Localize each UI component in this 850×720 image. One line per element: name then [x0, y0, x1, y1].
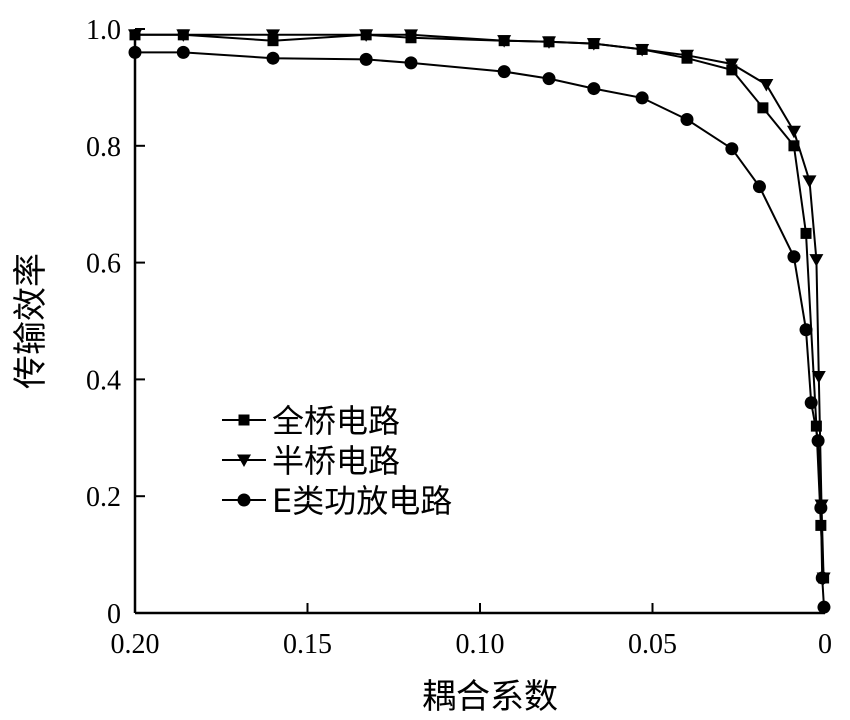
- data-point: [800, 227, 812, 239]
- data-point: [787, 250, 801, 264]
- y-tick-label: 0.2: [86, 482, 121, 513]
- legend-marker: [237, 493, 251, 507]
- data-point: [817, 600, 831, 614]
- x-tick-label: 0.20: [111, 629, 160, 660]
- data-point: [752, 180, 766, 194]
- data-point: [266, 29, 280, 42]
- y-ticks: 0 0.2 0.4 0.6 0.8 1.0: [86, 15, 145, 630]
- y-tick-label: 0.8: [86, 132, 121, 163]
- data-point: [128, 29, 142, 42]
- data-point: [586, 38, 601, 51]
- axes: [133, 29, 825, 615]
- data-point: [497, 65, 511, 79]
- data-point: [635, 91, 649, 105]
- series-2: [128, 29, 831, 585]
- x-tick-label: 0.15: [283, 629, 332, 660]
- data-point: [680, 49, 694, 63]
- data-point: [799, 323, 813, 337]
- data-point: [497, 35, 512, 48]
- data-point: [757, 102, 769, 114]
- data-point: [635, 43, 650, 57]
- series-line: [135, 33, 825, 579]
- x-tick-label: 0.10: [456, 629, 505, 660]
- data-point: [811, 370, 826, 384]
- x-tick-label: 0.05: [628, 629, 677, 660]
- data-point: [809, 254, 824, 267]
- data-point: [542, 36, 556, 49]
- data-point: [680, 113, 694, 127]
- data-point: [759, 78, 774, 92]
- data-point: [587, 82, 601, 96]
- data-point: [176, 29, 191, 42]
- y-tick-label: 0.6: [86, 249, 121, 280]
- data-point: [359, 29, 374, 42]
- y-axis-title: 传输效率: [11, 253, 51, 389]
- legend-item: 半桥电路: [222, 442, 400, 480]
- series-layer: [128, 29, 831, 614]
- data-point: [266, 51, 280, 65]
- x-ticks: 0.20 0.15 0.10 0.05 0: [111, 603, 832, 660]
- legend-marker: [237, 454, 251, 467]
- data-point: [725, 142, 739, 156]
- data-point: [788, 140, 800, 152]
- series-line: [135, 51, 825, 608]
- data-point: [404, 29, 418, 42]
- x-tick-label: 0: [818, 629, 832, 660]
- legend-label: 半桥电路: [272, 442, 400, 480]
- x-axis-title: 耦合系数: [422, 677, 558, 717]
- data-point: [176, 45, 190, 59]
- legend-label: E类功放电路: [272, 482, 452, 520]
- y-tick-label: 0.4: [86, 365, 121, 396]
- data-point: [814, 501, 828, 515]
- data-point: [128, 45, 142, 59]
- data-point: [802, 175, 817, 188]
- data-point: [724, 58, 739, 72]
- data-point: [542, 72, 556, 86]
- y-tick-label: 0: [107, 599, 121, 630]
- data-point: [804, 396, 818, 410]
- legend-label: 全桥电路: [272, 402, 400, 440]
- legend-marker: [238, 414, 250, 426]
- data-point: [359, 52, 373, 66]
- data-point: [404, 56, 418, 70]
- y-tick-label: 1.0: [86, 15, 121, 46]
- series-3: [128, 45, 831, 614]
- data-point: [786, 125, 801, 139]
- series-line: [135, 33, 825, 579]
- legend-item: 全桥电路: [222, 402, 400, 440]
- legend-item: E类功放电路: [222, 482, 452, 520]
- data-point: [815, 571, 829, 585]
- data-point: [811, 434, 825, 448]
